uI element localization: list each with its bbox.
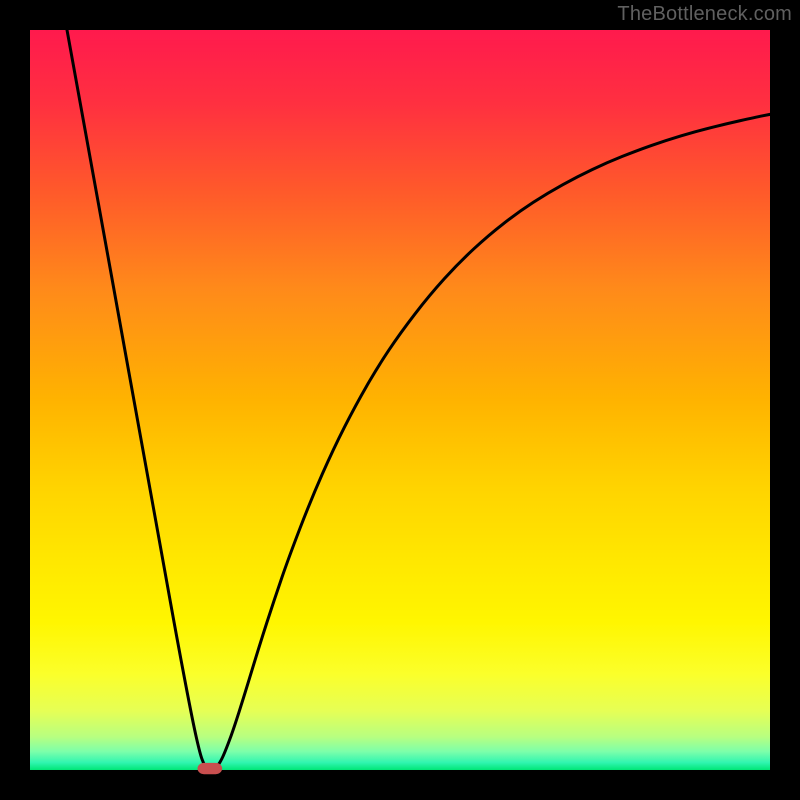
plot-background-gradient	[30, 30, 770, 770]
min-marker	[198, 763, 222, 773]
watermark-text: TheBottleneck.com	[617, 3, 792, 26]
chart-svg	[0, 0, 800, 800]
chart-stage: TheBottleneck.com	[0, 0, 800, 800]
